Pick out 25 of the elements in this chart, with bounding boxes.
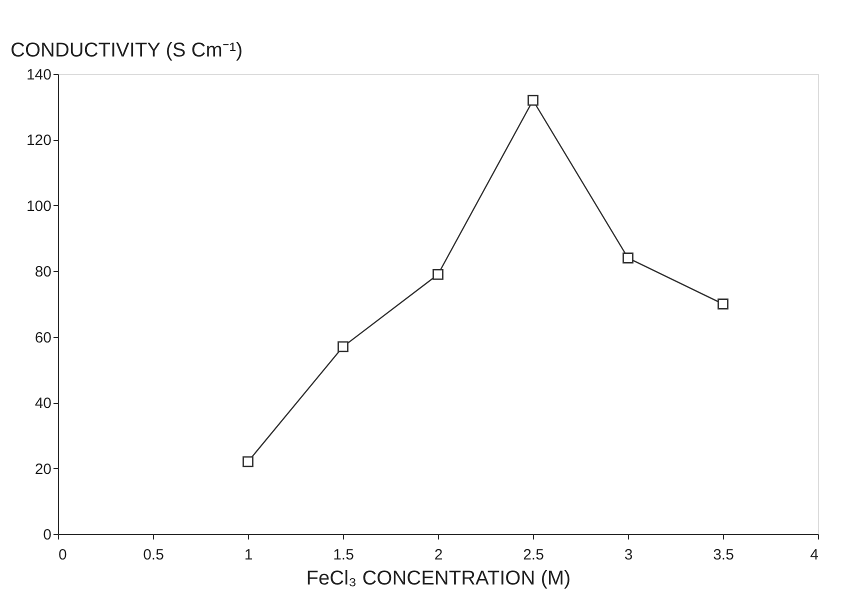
x-axis-title: FeCl₃ CONCENTRATION (M) [306, 568, 571, 590]
y-tick-label: 40 [34, 395, 52, 412]
y-axis-title: CONDUCTIVITY (S Cm⁻¹) [10, 40, 243, 62]
y-tick-label: 80 [34, 264, 52, 281]
x-tick-label: 0.5 [143, 546, 164, 564]
point [242, 456, 254, 468]
x-tick-label: 3.5 [713, 546, 734, 564]
point [528, 94, 538, 106]
point [338, 341, 348, 352]
x-tick-label: 2.5 [523, 546, 544, 564]
x-tick-label: 0 [58, 546, 67, 564]
point [432, 268, 444, 280]
x-tick-label: 2 [434, 546, 443, 564]
point [718, 298, 728, 310]
x-tick-label: 1 [244, 546, 253, 564]
x-tick-label: 4 [810, 546, 818, 564]
point [622, 252, 634, 264]
y-tick-label: 0 [43, 526, 52, 544]
y-tick-label: 20 [34, 460, 52, 478]
y-tick-label: 60 [34, 329, 52, 346]
x-tick-label: 1.5 [333, 546, 354, 564]
y-tick-label: 120 [26, 132, 52, 150]
x-tick-label: 3 [624, 546, 633, 564]
y-tick-label: 140 [26, 66, 52, 84]
y-tick-label: 100 [26, 198, 52, 215]
